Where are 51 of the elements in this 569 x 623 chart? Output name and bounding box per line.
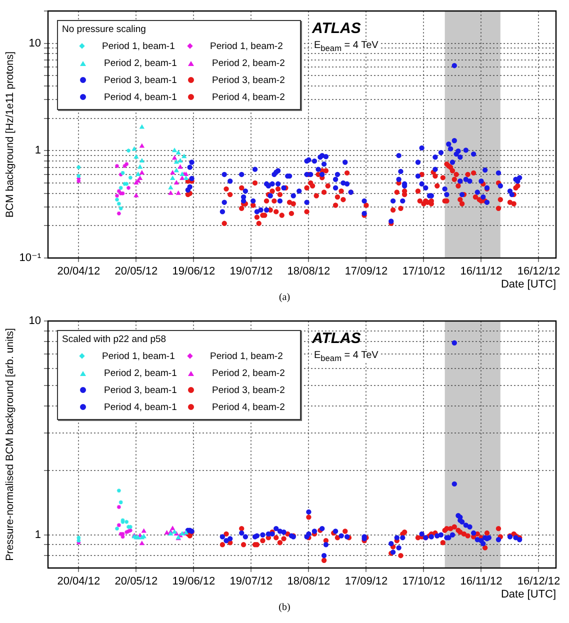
legend-title: No pressure scaling <box>62 24 147 35</box>
legend-label: Period 3, beam-1 <box>103 385 178 396</box>
x-tick-label: 19/06/12 <box>172 576 216 588</box>
legend-label: Period 4, beam-1 <box>103 402 178 413</box>
y-tick-label: 10⁻¹ <box>19 252 42 264</box>
x-tick-label: 16/12/12 <box>517 576 560 588</box>
x-tick-label: 16/11/12 <box>460 576 502 588</box>
annotation: E$_{beam}$ = 4 TeV <box>312 350 380 363</box>
legend-label: Period 4, beam-1 <box>103 92 178 103</box>
legend-label: Period 2, beam-1 <box>103 58 178 69</box>
x-tick-label: 20/04/12 <box>57 576 100 588</box>
x-axis-title: Date [UTC] <box>500 588 556 600</box>
x-tick-label: 18/08/12 <box>287 266 330 278</box>
legend-label: Period 1, beam-1 <box>101 351 176 362</box>
legend-label: Period 1, beam-2 <box>209 351 284 362</box>
x-tick-label: 18/08/12 <box>287 576 330 588</box>
x-tick-label: 17/09/12 <box>344 266 388 278</box>
legend-label: Period 2, beam-2 <box>211 58 286 69</box>
annotation: E$_{beam}$ = 4 TeV <box>312 40 380 53</box>
x-tick-label: 17/10/12 <box>402 266 446 278</box>
legend-label: Period 2, beam-2 <box>211 368 286 379</box>
x-tick-label: 19/07/12 <box>230 266 273 278</box>
x-tick-label: 20/05/12 <box>114 266 158 278</box>
x-tick-label: 17/09/12 <box>344 576 388 588</box>
y-tick-label: 1 <box>34 528 41 541</box>
legend-label: Period 3, beam-2 <box>211 75 286 86</box>
x-tick-label: 20/05/12 <box>114 576 158 588</box>
x-tick-label: 16/11/12 <box>460 266 502 278</box>
x-tick-label: 19/06/12 <box>172 266 216 278</box>
legend-label: Period 1, beam-1 <box>101 41 176 52</box>
legend-label: Period 1, beam-2 <box>209 41 284 52</box>
legend-label: Period 4, beam-2 <box>211 92 286 103</box>
y-tick-label: 10 <box>28 315 41 328</box>
x-axis-title: Date [UTC] <box>500 278 556 290</box>
x-tick-label: 16/12/12 <box>517 266 560 278</box>
text: (b) <box>278 602 292 613</box>
legend-label: Period 3, beam-2 <box>211 385 286 396</box>
legend-label: Period 4, beam-2 <box>211 402 286 413</box>
y-axis-title: Pressure-normalised BCM background [arb. units] <box>4 328 16 561</box>
legend-label: Period 2, beam-1 <box>103 368 178 379</box>
y-tick-label: 1 <box>34 144 41 157</box>
x-tick-label: 19/07/12 <box>230 576 273 588</box>
y-tick-label: 10 <box>28 37 41 50</box>
x-tick-label: 20/04/12 <box>57 266 100 278</box>
annotation: ATLAS <box>312 20 361 37</box>
legend-label: Period 3, beam-1 <box>103 75 178 86</box>
y-axis-title: BCM background [Hz/1e11 protons] <box>4 51 16 218</box>
text: (a) <box>278 292 292 303</box>
legend-title: Scaled with p22 and p58 <box>62 334 168 345</box>
x-tick-label: 17/10/12 <box>402 576 446 588</box>
annotation: ATLAS <box>312 330 361 347</box>
